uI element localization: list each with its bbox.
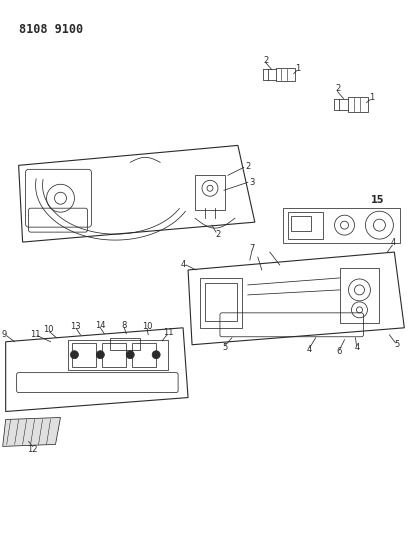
Text: 10: 10: [43, 325, 54, 334]
Text: 12: 12: [28, 445, 38, 454]
Text: 1: 1: [369, 93, 374, 102]
Text: 4: 4: [355, 343, 360, 352]
Text: 3: 3: [249, 178, 254, 187]
Text: 8108 9100: 8108 9100: [18, 23, 83, 36]
Text: 4: 4: [307, 345, 312, 354]
Polygon shape: [3, 417, 60, 447]
Text: 14: 14: [95, 321, 106, 330]
Circle shape: [70, 351, 79, 359]
Text: 2: 2: [263, 56, 268, 65]
Bar: [102, 343, 126, 367]
Text: 6: 6: [337, 347, 342, 356]
Bar: [110, 338, 140, 350]
Bar: [205, 283, 237, 321]
Circle shape: [152, 351, 160, 359]
Text: 4: 4: [391, 238, 396, 247]
Bar: [276, 68, 295, 81]
Text: 5: 5: [222, 343, 228, 352]
Bar: [200, 278, 242, 328]
Text: 1: 1: [295, 64, 300, 73]
Text: 2: 2: [215, 230, 221, 239]
Text: 5: 5: [395, 340, 400, 349]
Circle shape: [96, 351, 104, 359]
Text: 4: 4: [180, 260, 186, 269]
Bar: [69, 340, 168, 370]
Text: 13: 13: [70, 322, 81, 332]
Text: 7: 7: [249, 244, 254, 253]
Bar: [288, 212, 323, 239]
Bar: [132, 343, 156, 367]
Text: 11: 11: [163, 328, 173, 337]
Bar: [339, 268, 379, 323]
Text: 9: 9: [1, 330, 6, 340]
Text: 10: 10: [142, 322, 152, 332]
Circle shape: [126, 351, 134, 359]
Bar: [283, 208, 400, 243]
Text: 8: 8: [122, 321, 127, 330]
Text: 2: 2: [335, 84, 340, 93]
Bar: [72, 343, 96, 367]
Text: 2: 2: [245, 162, 250, 171]
Bar: [291, 216, 311, 231]
Text: 15: 15: [371, 195, 384, 205]
Text: 11: 11: [30, 330, 41, 340]
Bar: [195, 175, 225, 210]
Bar: [348, 97, 368, 112]
